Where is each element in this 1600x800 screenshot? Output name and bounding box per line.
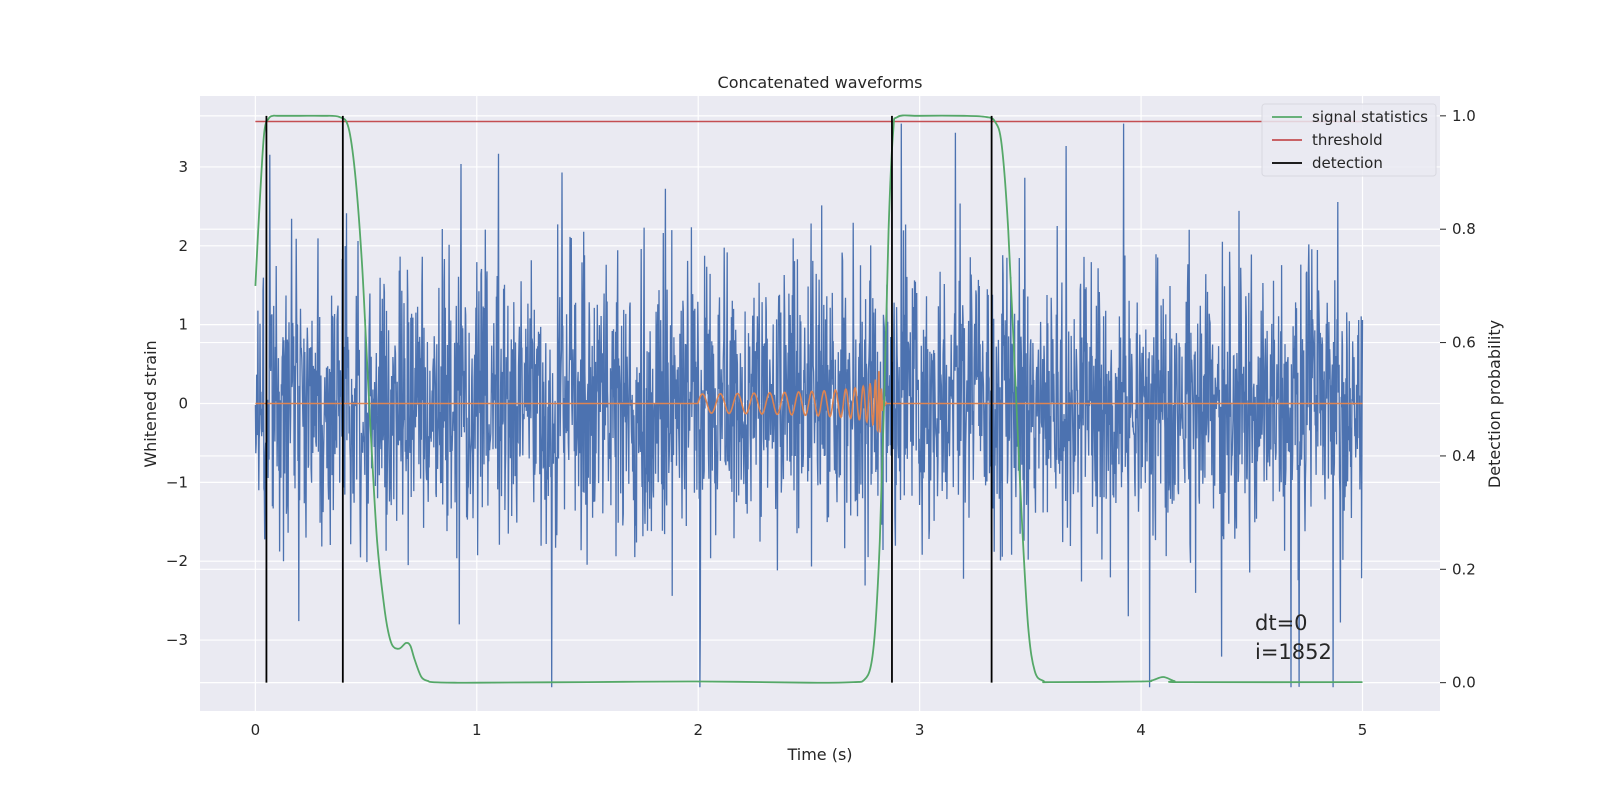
legend-label-detection: detection (1312, 154, 1383, 172)
annotation-dt: dt=0 (1255, 611, 1308, 635)
waveform-line (255, 371, 1363, 434)
y-right-tick-label-4: 0.8 (1452, 220, 1476, 238)
y-right-tick-label-5: 1.0 (1452, 107, 1476, 125)
plot-series (254, 114, 1364, 688)
x-tick-label-2: 2 (693, 721, 703, 739)
x-tick-label-5: 5 (1358, 721, 1368, 739)
y-right-axis-label: Detection probability (1485, 320, 1504, 488)
signal-statistics-series (254, 114, 1363, 684)
y-tick-label-6: 3 (178, 158, 188, 176)
x-tick-label-0: 0 (251, 721, 261, 739)
y-tick-label-1: −2 (166, 552, 188, 570)
legend-label-signal-statistics: signal statistics (1312, 108, 1428, 126)
x-axis-ticks: 0 1 2 3 4 5 (251, 721, 1368, 739)
waveform-series (255, 371, 1363, 434)
annotation-index: i=1852 (1255, 640, 1332, 664)
chart-title: Concatenated waveforms (718, 73, 923, 92)
y-right-axis-ticks: 0.0 0.2 0.4 0.6 0.8 1.0 (1440, 107, 1476, 692)
x-tick-label-3: 3 (915, 721, 925, 739)
x-tick-label-1: 1 (472, 721, 482, 739)
y-tick-label-0: −3 (166, 631, 188, 649)
y-tick-label-3: 0 (178, 395, 188, 413)
x-axis-label: Time (s) (786, 745, 852, 764)
y-tick-label-5: 2 (178, 237, 188, 255)
legend-label-threshold: threshold (1312, 131, 1383, 149)
y-right-tick-label-3: 0.6 (1452, 334, 1476, 352)
detection-series (265, 115, 993, 683)
y-axis-ticks: −3 −2 −1 0 1 2 3 (166, 158, 188, 649)
y-tick-label-4: 1 (178, 316, 188, 334)
y-right-tick-label-0: 0.0 (1452, 674, 1476, 692)
y-axis-label: Whitened strain (141, 340, 160, 467)
y-right-tick-label-2: 0.4 (1452, 447, 1476, 465)
x-tick-label-4: 4 (1136, 721, 1146, 739)
legend: signal statistics threshold detection (1261, 103, 1437, 177)
whitened-strain-series (254, 123, 1364, 688)
signal-statistics-line (254, 114, 1363, 684)
whitened-strain-line (254, 123, 1364, 688)
legend-box (1261, 103, 1437, 177)
y-tick-label-2: −1 (166, 473, 188, 491)
y-right-tick-label-1: 0.2 (1452, 560, 1476, 578)
